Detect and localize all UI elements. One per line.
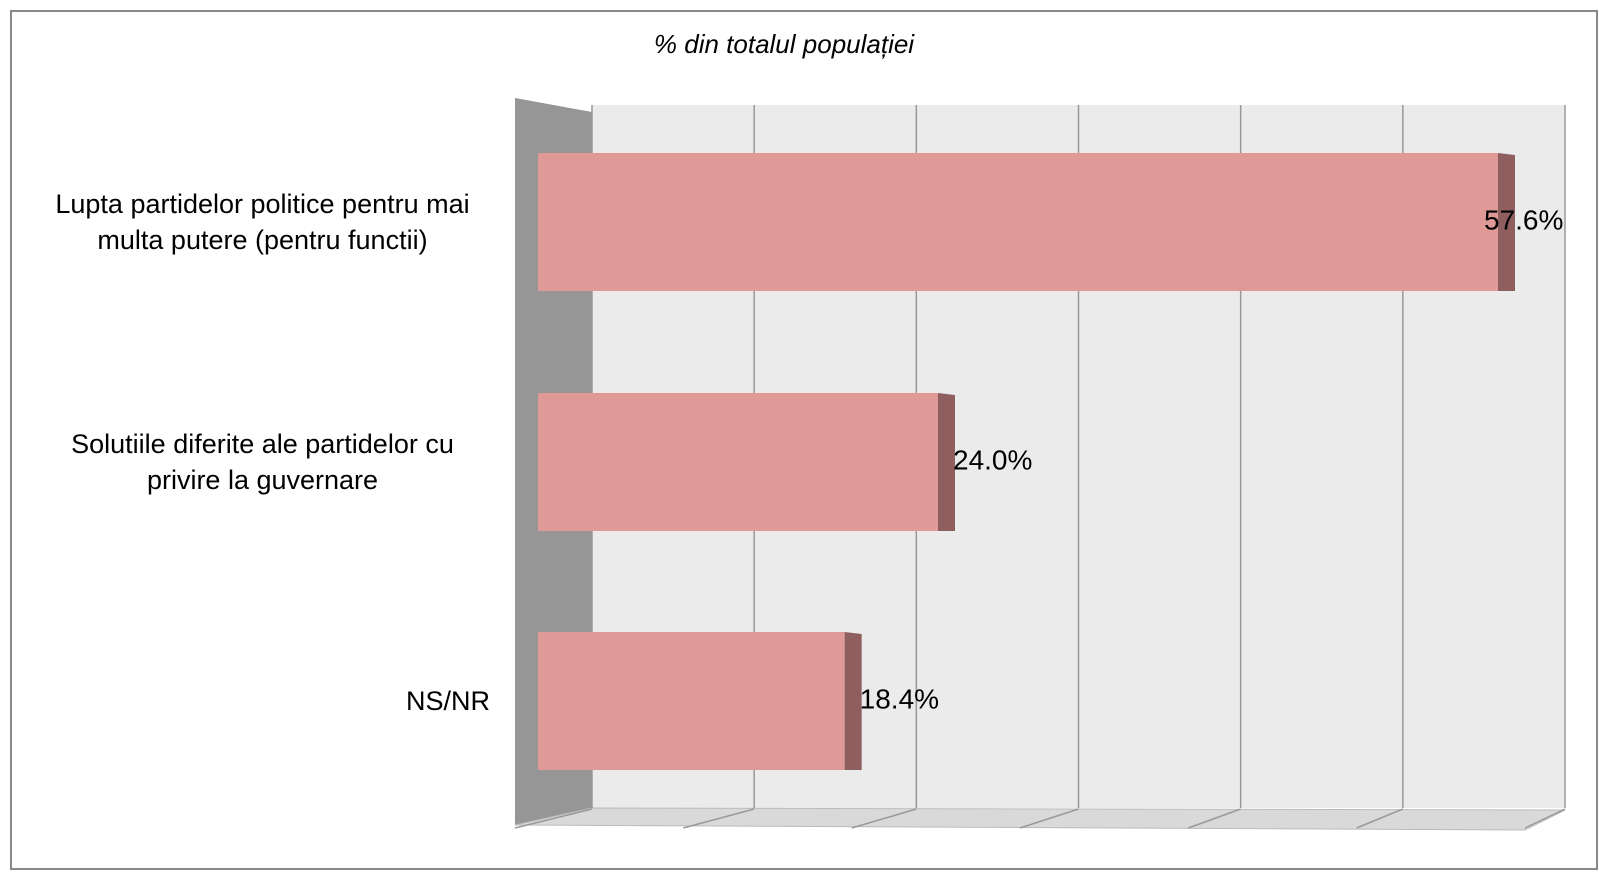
floor-grid-line [1524,808,1566,829]
category-label: Lupta partidelor politice pentru mai mul… [55,189,470,255]
category-label-box: Lupta partidelor politice pentru mai mul… [20,152,490,292]
category-label: Solutiile diferite ale partidelor cu pri… [71,429,454,495]
category-label-box: Solutiile diferite ale partidelor cu pri… [20,392,490,532]
bar [538,393,938,531]
floor-grid-line [683,808,755,829]
data-label: 57.6% [1484,204,1563,235]
floor-grid-line [1356,808,1404,829]
data-label: 24.0% [953,444,1032,475]
category-label: NS/NR [405,686,490,716]
data-label: 18.4% [860,683,939,714]
floor-grid-line [1188,808,1241,829]
floor [514,807,1566,831]
bar-side [938,393,955,531]
floor-grid-line [514,808,593,829]
category-label-box: NS/NR [20,631,490,771]
floor-grid-line [851,808,917,829]
floor-grid-line [1019,808,1079,829]
bar [538,153,1498,291]
bar-side [844,632,862,770]
bar-side [1498,153,1515,291]
bar [538,632,845,770]
chart-title: % din totalul populației [654,29,915,59]
